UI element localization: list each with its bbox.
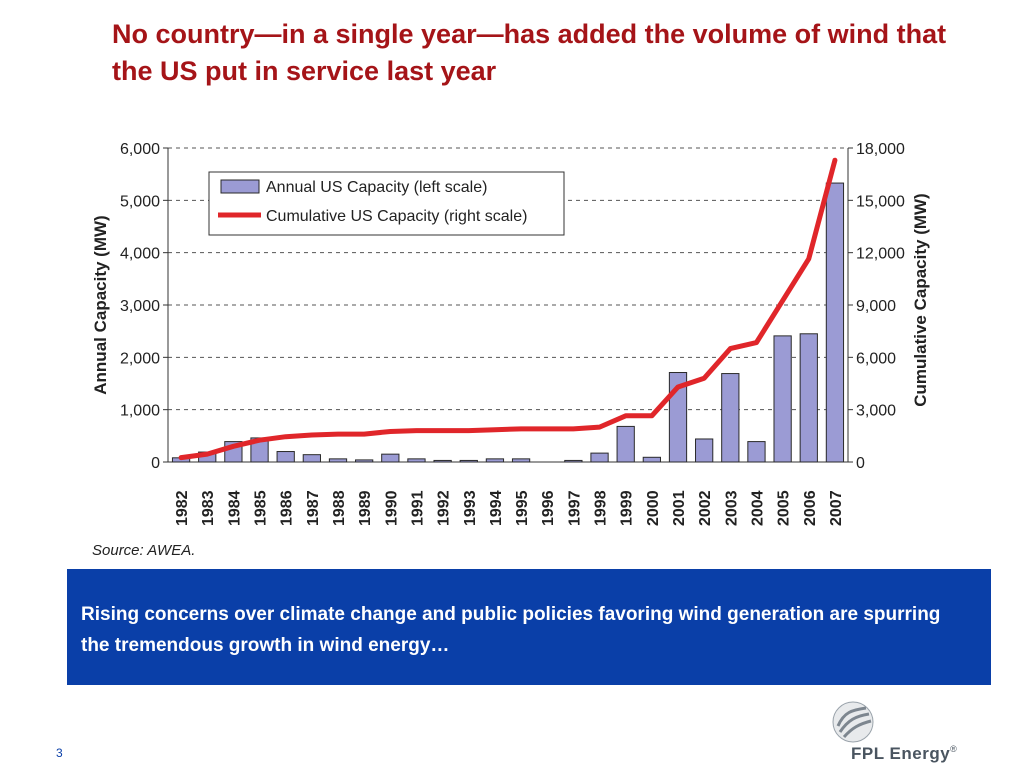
bar xyxy=(590,452,609,463)
wind-capacity-chart: 0 1,000 2,000 3,000 4,000 5,000 6,000 0 3,000 6,0… xyxy=(91,141,930,559)
bar xyxy=(747,441,766,463)
x-tick-label: 2003 xyxy=(723,490,740,526)
bar xyxy=(276,451,295,463)
bar xyxy=(459,459,478,463)
bar xyxy=(642,456,661,463)
bar xyxy=(825,182,845,463)
x-tick-label: 1997 xyxy=(566,490,583,526)
legend-box xyxy=(208,171,565,236)
legend-swatch-bar xyxy=(220,179,260,194)
x-tick-label: 1993 xyxy=(462,490,479,526)
bar xyxy=(407,458,426,463)
x-tick-label: 1998 xyxy=(593,490,610,526)
bar xyxy=(564,459,583,463)
y2-tick-label: 3,000 xyxy=(856,403,896,420)
x-tick-label: 2006 xyxy=(802,490,819,526)
y-tick-label: 5,000 xyxy=(120,193,160,210)
x-tick-label: 1988 xyxy=(331,490,348,526)
x-tick-label: 1992 xyxy=(436,490,453,526)
source-note: Source: AWEA. xyxy=(92,542,195,559)
y2-axis-title: Cumulative Capacity (MW) xyxy=(911,193,930,406)
bar xyxy=(616,425,635,463)
bar xyxy=(485,458,505,463)
y-tick-label: 0 xyxy=(151,455,160,472)
bar xyxy=(773,335,792,463)
x-tick-label: 1987 xyxy=(305,490,322,526)
x-tick-label: 1995 xyxy=(514,490,531,526)
x-tick-label: 2004 xyxy=(749,490,766,526)
logo-registered-mark: ® xyxy=(950,744,958,754)
fpl-energy-logo-icon xyxy=(832,701,874,743)
y-tick-label: 4,000 xyxy=(120,246,160,263)
x-tick-label: 1996 xyxy=(540,490,557,526)
bar xyxy=(381,453,400,463)
bar xyxy=(721,373,740,463)
y2-tick-label: 12,000 xyxy=(856,246,905,263)
fpl-energy-logo: FPL Energy® xyxy=(826,698,996,766)
bar xyxy=(511,458,531,463)
y2-tick-label: 0 xyxy=(856,455,865,472)
callout-text: Rising concerns over climate change and … xyxy=(81,604,941,656)
logo-wordmark: FPL Energy xyxy=(851,744,951,763)
bar xyxy=(695,438,714,463)
y-tick-label: 3,000 xyxy=(120,298,160,315)
y-tick-label: 6,000 xyxy=(120,141,160,158)
y-axis-title: Annual Capacity (MW) xyxy=(91,215,110,394)
y2-tick-label: 15,000 xyxy=(856,193,905,210)
legend-label: Annual US Capacity (left scale) xyxy=(266,179,487,196)
y2-tick-label: 18,000 xyxy=(856,141,905,158)
y-tick-label: 1,000 xyxy=(120,403,160,420)
x-tick-label: 1990 xyxy=(383,490,400,526)
x-tick-label: 1989 xyxy=(357,490,374,526)
x-tick-label: 1985 xyxy=(253,490,270,526)
bar xyxy=(302,454,321,463)
y-tick-label: 2,000 xyxy=(120,350,160,367)
bar xyxy=(328,458,348,463)
x-tick-label: 2002 xyxy=(697,490,714,526)
slide-title: No country—in a single year—has added th… xyxy=(112,19,947,86)
page-number: 3 xyxy=(56,746,63,760)
x-tick-label: 1994 xyxy=(488,490,505,526)
x-tick-label: 2007 xyxy=(828,490,845,526)
x-tick-label: 1999 xyxy=(619,490,636,526)
x-tick-label: 2005 xyxy=(776,490,793,526)
x-tick-label: 1982 xyxy=(174,490,191,526)
y2-tick-label: 6,000 xyxy=(856,350,896,367)
legend-label: Cumulative US Capacity (right scale) xyxy=(266,208,527,225)
bar xyxy=(355,459,374,463)
y2-tick-label: 9,000 xyxy=(856,298,896,315)
x-tick-label: 1991 xyxy=(409,490,426,526)
bar xyxy=(433,459,452,463)
x-tick-label: 2000 xyxy=(645,490,662,526)
callout-banner: Rising concerns over climate change and … xyxy=(67,569,991,685)
bar xyxy=(799,333,818,463)
x-tick-label: 2001 xyxy=(671,490,688,526)
cumulative-line xyxy=(178,157,838,461)
x-tick-label: 1984 xyxy=(226,490,243,526)
x-tick-label: 1983 xyxy=(200,490,217,526)
x-tick-label: 1986 xyxy=(279,490,296,526)
